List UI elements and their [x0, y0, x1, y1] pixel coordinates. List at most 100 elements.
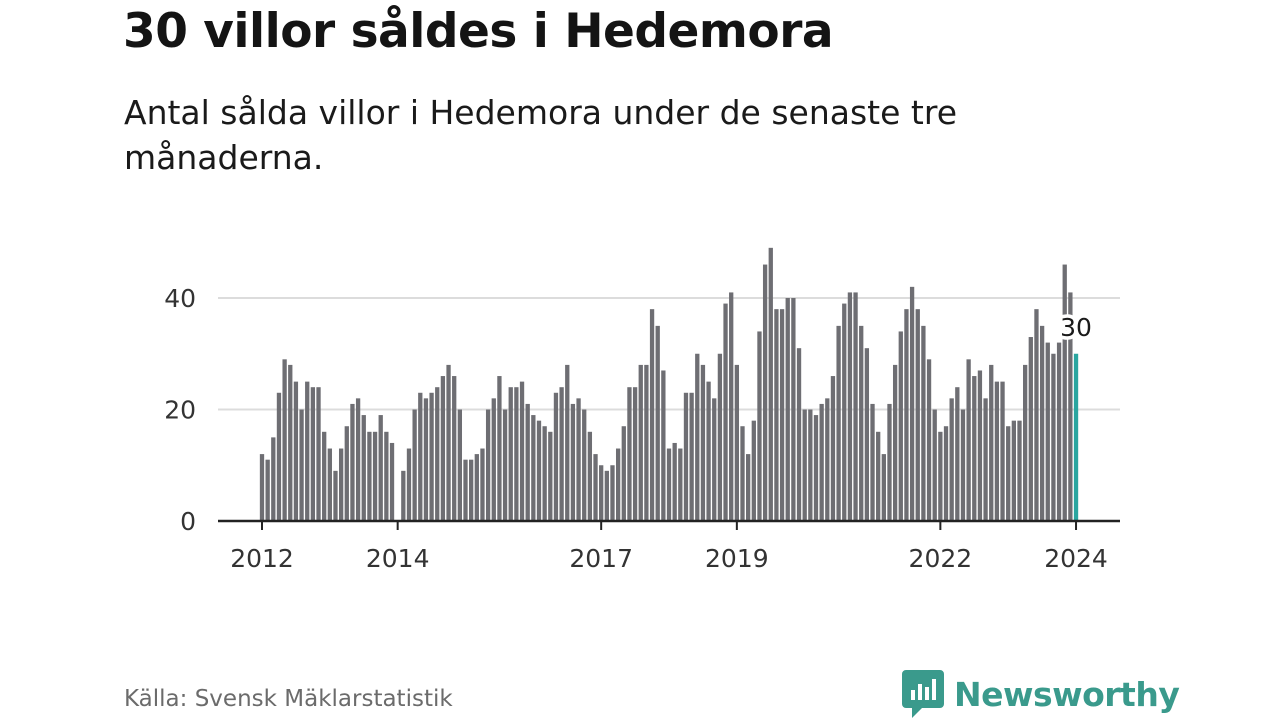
bar [621, 426, 626, 521]
bar [977, 370, 983, 521]
bar [706, 381, 711, 521]
bar [1023, 364, 1028, 521]
bar [898, 331, 903, 521]
bar [762, 264, 768, 521]
bar [655, 325, 660, 521]
bar [446, 364, 451, 521]
bar [1056, 342, 1062, 521]
y-tick-label: 20 [164, 396, 196, 425]
bar [972, 376, 977, 521]
bar [757, 331, 762, 521]
bar [921, 325, 926, 521]
bar [768, 247, 773, 521]
bar [904, 309, 909, 521]
bar [1017, 420, 1022, 521]
bar [683, 392, 689, 521]
bar [672, 442, 677, 521]
bar [746, 454, 751, 521]
bar [333, 470, 338, 521]
axis-labels: 0 20 40 2012 2014 2017 2019 2022 2024 30 [164, 284, 1108, 573]
bar [661, 370, 666, 521]
bar [1068, 292, 1073, 521]
bar [582, 409, 587, 521]
bar [576, 398, 581, 521]
bar [276, 392, 282, 521]
source-note: Källa: Svensk Mäklarstatistik [124, 686, 453, 712]
bar [338, 448, 344, 521]
bar [1006, 426, 1011, 521]
bar [938, 431, 943, 521]
newsworthy-logo-icon [902, 670, 944, 718]
bar [361, 415, 366, 521]
grid-lines [218, 297, 1120, 411]
bar [638, 364, 643, 521]
bar [870, 403, 875, 521]
bar [779, 309, 785, 521]
bar [452, 376, 457, 521]
bar [310, 387, 316, 521]
x-tick-label: 2017 [569, 544, 633, 573]
bar [565, 364, 570, 521]
chart-title: 30 villor såldes i Hedemora [123, 4, 834, 59]
bar [847, 292, 853, 521]
bar [808, 409, 813, 521]
bar [695, 353, 700, 521]
bars [259, 247, 1079, 521]
bar [717, 353, 723, 521]
bar [587, 431, 593, 521]
bar [271, 437, 276, 521]
bar [1011, 420, 1016, 521]
bar [491, 398, 496, 521]
bar [316, 387, 321, 521]
bar [418, 392, 423, 521]
brand-logo[interactable]: Newsworthy [902, 668, 1180, 720]
bar [265, 459, 270, 521]
bar [1062, 264, 1067, 521]
bar [723, 303, 728, 521]
bar [644, 364, 649, 521]
x-axis [218, 519, 1120, 530]
bar [678, 448, 683, 521]
bar [729, 292, 734, 521]
bar [355, 398, 361, 521]
bar [384, 431, 389, 521]
bar [649, 309, 655, 521]
bar [627, 387, 632, 521]
bar [712, 398, 717, 521]
x-tick-label: 2022 [909, 544, 973, 573]
y-tick-label: 0 [180, 507, 196, 536]
bar [700, 364, 706, 521]
bar [412, 409, 417, 521]
bar [881, 454, 886, 521]
bar [802, 409, 807, 521]
bar [519, 381, 525, 521]
chart-subtitle: Antal sålda villor i Hedemora under de s… [124, 93, 957, 177]
bar [1045, 342, 1050, 521]
bar [825, 398, 830, 521]
bar [751, 420, 756, 521]
bar [480, 448, 485, 521]
bar [989, 364, 994, 521]
bar [666, 448, 672, 521]
bar [485, 409, 491, 521]
bar [536, 420, 542, 521]
bar [322, 431, 327, 521]
bar [610, 465, 615, 521]
bar [293, 381, 299, 521]
bar [423, 398, 429, 521]
bar [926, 359, 932, 521]
bar [791, 298, 796, 521]
bar [259, 454, 265, 521]
bar [514, 387, 519, 521]
bar [305, 381, 310, 521]
bar [740, 426, 745, 521]
bar-highlight [1073, 353, 1079, 521]
bar [531, 415, 536, 521]
bar [299, 409, 304, 521]
bar [344, 426, 349, 521]
bar [599, 465, 604, 521]
bar [887, 403, 892, 521]
bar [401, 470, 406, 521]
bar [508, 387, 513, 521]
bar [994, 381, 1000, 521]
